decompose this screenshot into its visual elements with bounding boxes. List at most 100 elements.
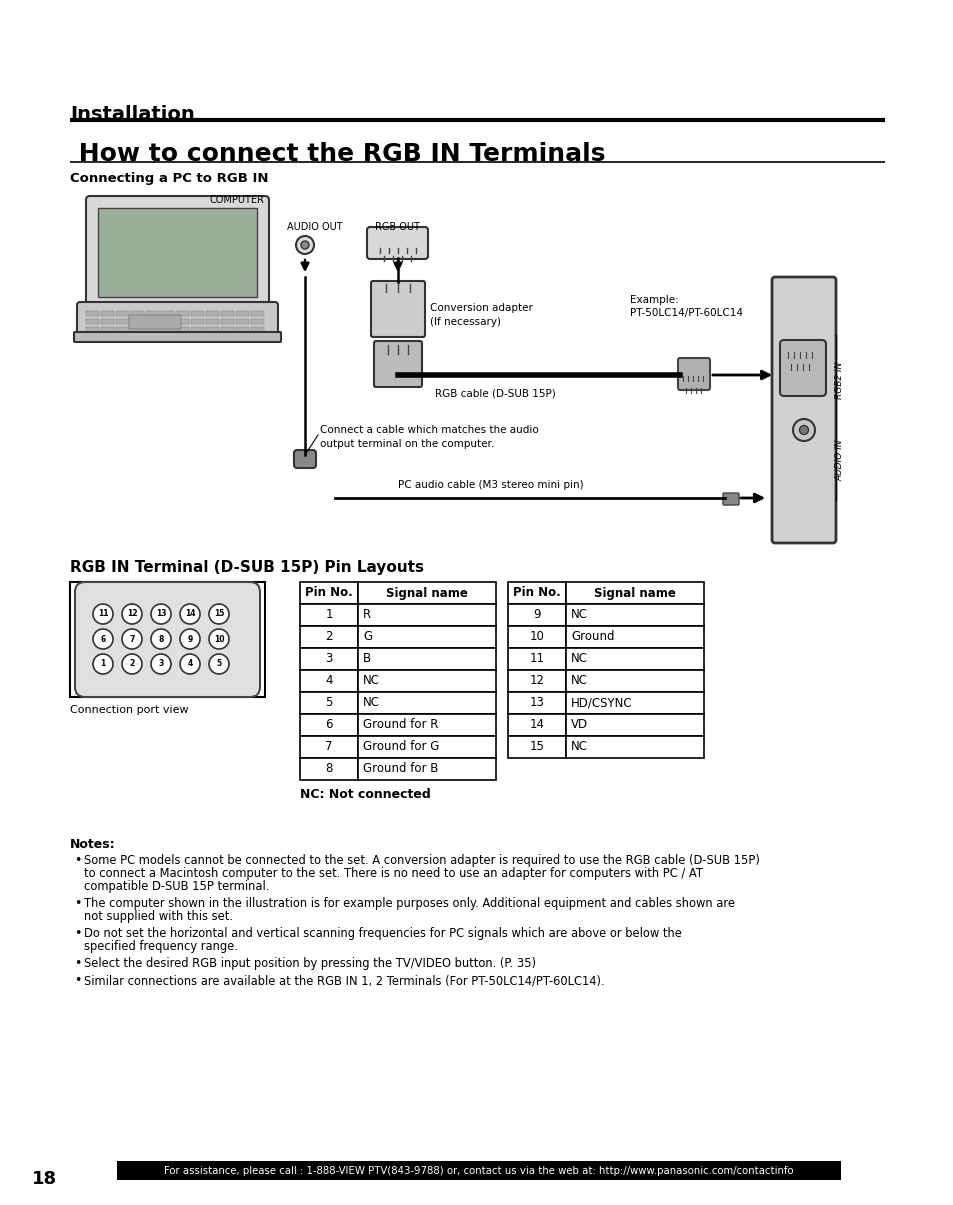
Bar <box>565 692 703 715</box>
Text: Connection port view: Connection port view <box>70 705 189 715</box>
Bar <box>357 648 496 670</box>
Text: NC: NC <box>363 696 379 710</box>
Bar <box>357 627 496 648</box>
Bar <box>175 319 189 324</box>
Text: Select the desired RGB input position by pressing the TV/VIDEO button. (P. 35): Select the desired RGB input position by… <box>84 957 536 970</box>
Text: AUDIO OUT: AUDIO OUT <box>287 222 342 233</box>
Text: 13: 13 <box>529 696 544 710</box>
Bar <box>507 627 565 648</box>
Bar <box>357 604 496 627</box>
Bar <box>299 715 357 736</box>
Bar <box>235 319 249 324</box>
Text: 7: 7 <box>325 741 333 753</box>
Text: Connect a cable which matches the audio: Connect a cable which matches the audio <box>319 425 538 435</box>
Bar <box>357 736 496 758</box>
Text: HD/CSYNC: HD/CSYNC <box>571 696 632 710</box>
Bar <box>565 604 703 627</box>
Text: RGB2 IN: RGB2 IN <box>835 362 843 399</box>
Bar <box>101 319 113 324</box>
Circle shape <box>209 654 229 674</box>
Bar <box>357 582 496 604</box>
Bar <box>507 692 565 715</box>
FancyBboxPatch shape <box>678 358 709 390</box>
Circle shape <box>180 629 200 649</box>
Circle shape <box>180 654 200 674</box>
Text: 5: 5 <box>216 659 221 669</box>
Bar <box>299 627 357 648</box>
Text: Some PC models cannot be connected to the set. A conversion adapter is required : Some PC models cannot be connected to th… <box>84 854 760 868</box>
Text: NC: NC <box>571 741 587 753</box>
Circle shape <box>151 629 171 649</box>
Text: (If necessary): (If necessary) <box>430 317 500 327</box>
Text: Signal name: Signal name <box>386 587 468 600</box>
Bar <box>299 670 357 692</box>
FancyBboxPatch shape <box>86 196 269 308</box>
Bar <box>101 311 113 316</box>
Text: Installation: Installation <box>70 105 194 124</box>
Circle shape <box>92 604 112 624</box>
Circle shape <box>151 604 171 624</box>
Text: 15: 15 <box>213 610 224 618</box>
Text: 10: 10 <box>529 630 544 643</box>
Text: compatible D-SUB 15P terminal.: compatible D-SUB 15P terminal. <box>84 880 269 893</box>
Bar <box>161 311 173 316</box>
Circle shape <box>122 604 142 624</box>
Circle shape <box>799 425 807 435</box>
Text: 11: 11 <box>529 652 544 665</box>
Text: PC audio cable (M3 stereo mini pin): PC audio cable (M3 stereo mini pin) <box>397 480 583 490</box>
Bar <box>299 604 357 627</box>
Text: Do not set the horizontal and vertical scanning frequencies for PC signals which: Do not set the horizontal and vertical s… <box>84 927 681 940</box>
Bar <box>191 327 204 333</box>
Text: 9: 9 <box>533 609 540 622</box>
Text: R: R <box>363 609 371 622</box>
Bar <box>131 311 144 316</box>
Bar <box>507 648 565 670</box>
Text: 9: 9 <box>187 635 193 643</box>
Bar <box>161 327 173 333</box>
Text: •: • <box>74 854 81 868</box>
Text: 4: 4 <box>325 675 333 688</box>
Circle shape <box>209 629 229 649</box>
Bar <box>357 670 496 692</box>
Text: AUDIO IN: AUDIO IN <box>835 439 843 481</box>
Text: NC: NC <box>571 652 587 665</box>
Bar <box>507 604 565 627</box>
Bar <box>235 311 249 316</box>
Text: 2: 2 <box>130 659 134 669</box>
Text: Pin No.: Pin No. <box>305 587 353 600</box>
Bar <box>357 758 496 780</box>
Text: NC: NC <box>363 675 379 688</box>
Text: RGB OUT: RGB OUT <box>375 222 419 233</box>
Bar <box>299 692 357 715</box>
Bar <box>221 327 233 333</box>
Bar <box>191 311 204 316</box>
Text: Notes:: Notes: <box>70 837 115 851</box>
Bar <box>565 670 703 692</box>
Circle shape <box>92 654 112 674</box>
Bar <box>251 311 264 316</box>
Bar <box>146 327 159 333</box>
Text: 12: 12 <box>127 610 137 618</box>
Bar <box>251 319 264 324</box>
Bar <box>235 327 249 333</box>
FancyBboxPatch shape <box>77 302 277 336</box>
Text: 18: 18 <box>32 1170 57 1188</box>
Text: 1: 1 <box>325 609 333 622</box>
Bar <box>116 319 129 324</box>
Text: VD: VD <box>571 718 587 731</box>
Bar <box>357 692 496 715</box>
FancyBboxPatch shape <box>294 449 315 468</box>
Text: 5: 5 <box>325 696 333 710</box>
Text: Ground: Ground <box>571 630 614 643</box>
Bar <box>101 327 113 333</box>
Text: 6: 6 <box>325 718 333 731</box>
Text: •: • <box>74 927 81 940</box>
Text: •: • <box>74 957 81 970</box>
FancyBboxPatch shape <box>367 227 428 259</box>
Text: specified frequency range.: specified frequency range. <box>84 940 237 953</box>
Text: RGB IN Terminal (D-SUB 15P) Pin Layouts: RGB IN Terminal (D-SUB 15P) Pin Layouts <box>70 560 423 575</box>
Text: 7: 7 <box>130 635 134 643</box>
FancyBboxPatch shape <box>722 493 739 505</box>
Text: NC: NC <box>571 675 587 688</box>
Bar <box>221 311 233 316</box>
